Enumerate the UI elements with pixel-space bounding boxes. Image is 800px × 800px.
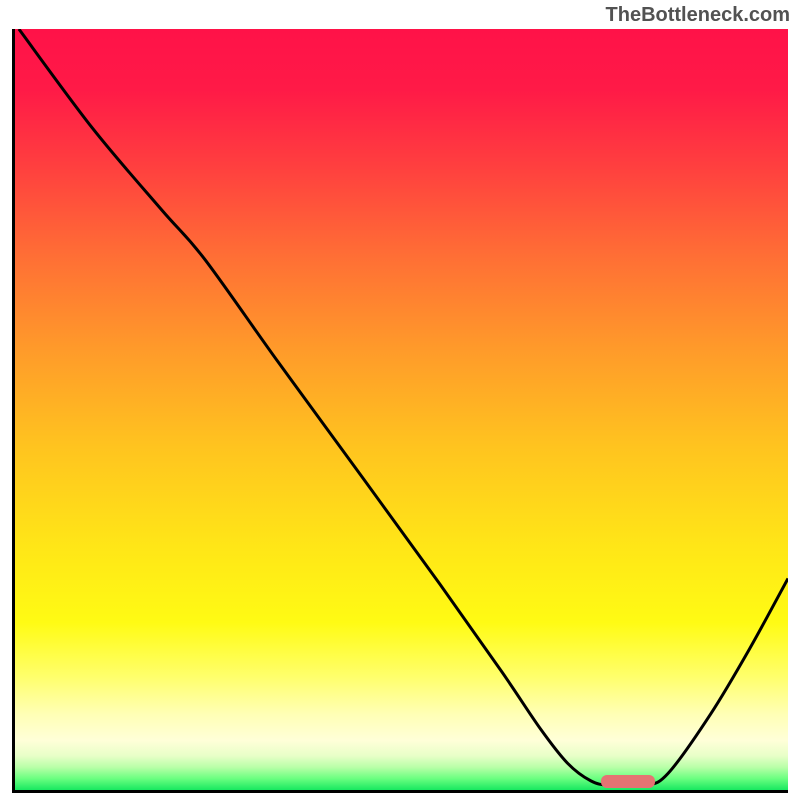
- optimal-marker: [601, 775, 655, 788]
- watermark-text: TheBottleneck.com: [606, 4, 790, 27]
- bottleneck-chart: [12, 29, 788, 793]
- curve-line: [15, 29, 788, 790]
